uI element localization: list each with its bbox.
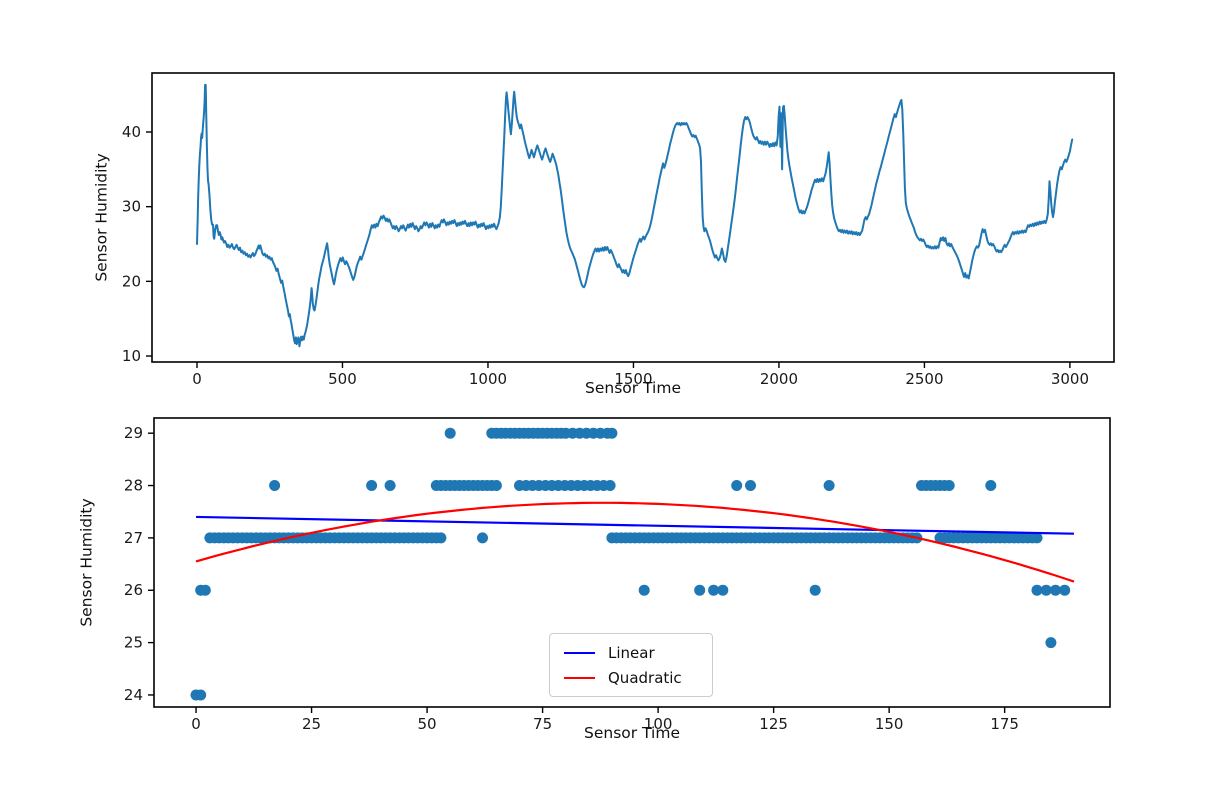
y-tick-label: 25 (124, 634, 143, 652)
scatter-point (1045, 637, 1057, 649)
x-tick-label: 500 (328, 370, 357, 388)
scatter-point (717, 584, 729, 596)
y-tick-label: 24 (124, 686, 143, 704)
scatter-point (638, 584, 650, 596)
scatter-point (708, 584, 720, 596)
scatter-point (943, 480, 955, 491)
legend-entry-linear: Linear (564, 644, 712, 662)
scatter-point (823, 480, 835, 491)
scatter-point (985, 480, 997, 491)
linear-line-swatch (564, 651, 595, 654)
x-tick-label: 0 (191, 715, 201, 733)
scatter-point (435, 532, 447, 544)
x-tick-label: 2500 (905, 370, 943, 388)
linear-fit-line (196, 515, 1074, 535)
scatter-point (731, 480, 743, 491)
y-tick-label: 28 (124, 477, 143, 495)
scatter-point (604, 480, 616, 491)
x-tick-label: 0 (192, 370, 202, 388)
x-tick-label: 1000 (469, 370, 507, 388)
x-tick-label: 175 (990, 715, 1019, 733)
scatter-point (444, 427, 456, 439)
scatter-point (269, 480, 281, 491)
quadratic-line-swatch (564, 676, 595, 679)
legend-label-linear: Linear (608, 643, 655, 662)
legend-label-quadratic: Quadratic (608, 668, 682, 687)
x-tick-label: 75 (533, 715, 552, 733)
scatter-point (199, 584, 211, 596)
bottom-x-axis-label: Sensor Time (584, 724, 680, 742)
y-tick-label: 29 (124, 424, 143, 442)
scatter-point (1040, 584, 1052, 596)
quadratic-fit-curve (195, 501, 1075, 583)
x-tick-label: 3000 (1051, 370, 1089, 388)
x-tick-label: 100 (644, 715, 673, 733)
scatter-point (1050, 584, 1061, 596)
x-tick-label: 150 (875, 715, 904, 733)
legend-entry-quadratic: Quadratic (564, 669, 712, 687)
y-tick-label: 10 (122, 347, 141, 365)
x-tick-label: 50 (418, 715, 437, 733)
x-tick-label: 125 (759, 715, 788, 733)
y-tick-label: 40 (122, 123, 141, 141)
y-tick-label: 27 (124, 529, 143, 547)
scatter-point (1031, 532, 1043, 544)
top-x-axis-label: Sensor Time (585, 379, 681, 397)
scatter-point (1059, 584, 1071, 596)
y-tick-label: 26 (124, 581, 143, 599)
axes-frame (153, 417, 1111, 708)
y-tick-label: 30 (122, 198, 141, 216)
scatter-point (809, 584, 821, 596)
scatter-point (490, 480, 502, 491)
x-tick-label: 1500 (614, 370, 652, 388)
top-y-axis-label: Sensor Humidity (92, 153, 111, 282)
legend: Linear Quadratic (549, 633, 713, 697)
axes-frame (151, 72, 1115, 363)
x-tick-label: 2000 (760, 370, 798, 388)
scatter-point (745, 480, 756, 491)
scatter-point (195, 689, 207, 701)
scatter-point (606, 427, 618, 439)
scatter-point (366, 480, 378, 491)
y-tick-label: 20 (122, 272, 141, 290)
humidity-series-line (196, 83, 1074, 348)
scatter-point (1031, 584, 1043, 596)
scatter-point (694, 584, 706, 596)
x-tick-label: 25 (302, 715, 321, 733)
scatter-point (477, 532, 488, 544)
bottom-y-axis-label: Sensor Humidity (77, 498, 96, 627)
scatter-point (384, 480, 396, 491)
